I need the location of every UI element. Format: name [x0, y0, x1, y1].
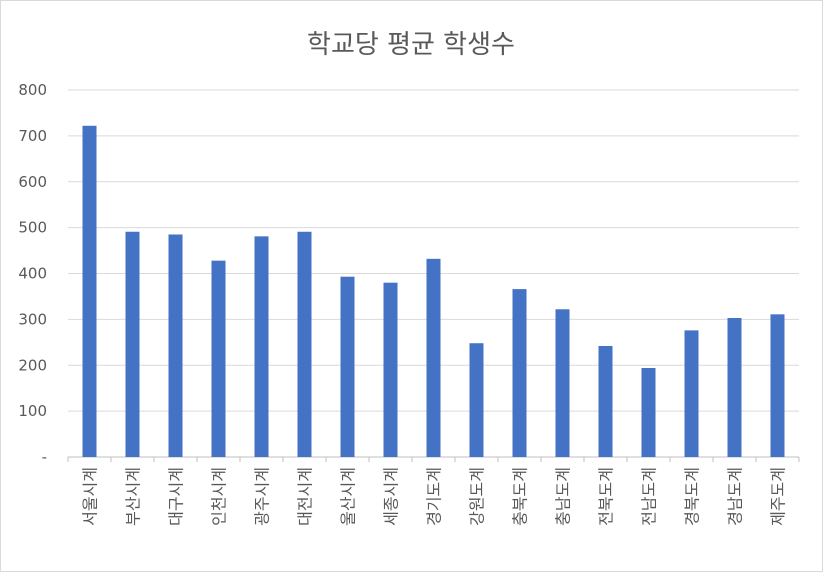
- x-tick-label: 충북도계: [511, 467, 530, 526]
- bar: [125, 231, 140, 457]
- x-tick-label: 울산시계: [339, 467, 358, 526]
- bar: [211, 260, 226, 457]
- bar: [512, 289, 527, 457]
- x-tick-label: 강원도계: [468, 467, 487, 526]
- x-tick-label: 경기도계: [425, 467, 444, 526]
- x-tick-label: 경북도계: [683, 467, 702, 526]
- bar: [254, 236, 269, 457]
- bar: [727, 317, 742, 457]
- y-tick-label: -: [42, 448, 47, 466]
- chart-title: 학교당 평균 학생수: [307, 30, 515, 60]
- y-tick-label: 700: [18, 127, 47, 145]
- bar: [426, 258, 441, 457]
- x-tick-label: 제주도계: [769, 467, 788, 526]
- x-tick-label: 대구시계: [167, 467, 186, 526]
- bar: [641, 368, 656, 457]
- bar: [598, 345, 613, 457]
- x-tick-label: 전북도계: [597, 467, 616, 526]
- x-tick-label: 세종시계: [382, 467, 401, 526]
- bar: [684, 330, 699, 457]
- y-tick-label: 300: [18, 310, 47, 328]
- bar: [770, 314, 785, 457]
- x-tick-label: 부산시계: [124, 467, 143, 526]
- bar: [383, 282, 398, 457]
- bar: [82, 125, 97, 457]
- bar: [555, 309, 570, 457]
- y-tick-label: 200: [18, 356, 47, 374]
- bar: [469, 343, 484, 457]
- x-tick-label: 대전시계: [296, 467, 315, 526]
- bar: [168, 234, 183, 457]
- x-tick-label: 서울시계: [81, 467, 100, 526]
- y-tick-label: 400: [18, 265, 47, 283]
- x-tick-label: 충남도계: [554, 467, 573, 526]
- x-tick-label: 전남도계: [640, 467, 659, 526]
- y-tick-label: 100: [18, 402, 47, 420]
- bar: [340, 276, 355, 457]
- y-tick-label: 500: [18, 219, 47, 237]
- x-tick-label: 광주시계: [253, 467, 272, 526]
- x-tick-label: 경남도계: [726, 467, 745, 526]
- y-tick-label: 800: [18, 81, 47, 99]
- y-tick-label: 600: [18, 173, 47, 191]
- x-tick-label: 인천시계: [210, 467, 229, 526]
- bar: [297, 231, 312, 457]
